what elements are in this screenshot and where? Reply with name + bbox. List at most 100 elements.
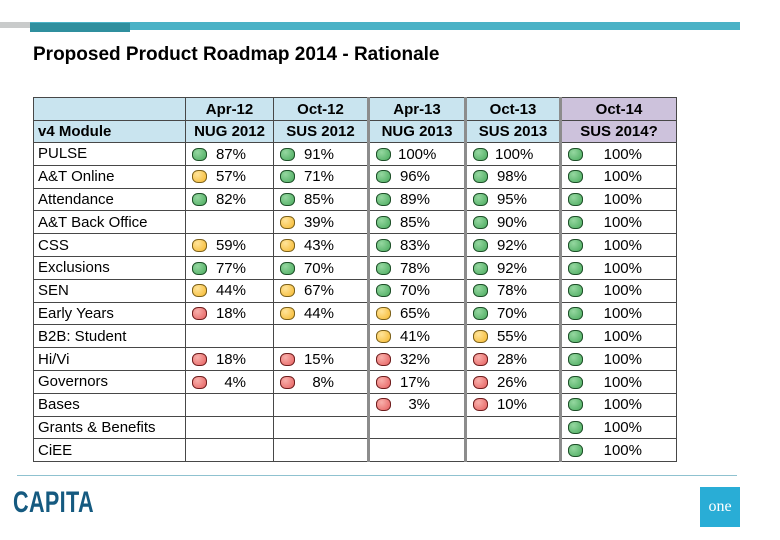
status-cell: 100% <box>559 233 677 257</box>
column-survey-header: SUS 2012 <box>273 120 369 143</box>
status-cell: 100% <box>559 210 677 235</box>
status-light-green-icon <box>568 352 583 366</box>
status-cell: 15% <box>273 347 369 371</box>
table-row: PULSE 87% 91% 100% 100% 100% <box>33 142 677 166</box>
status-light-red-icon <box>192 352 207 366</box>
percent-value: 71% <box>303 168 334 186</box>
status-cell: 70% <box>464 301 561 326</box>
status-cell: 100% <box>559 324 677 349</box>
status-cell: 57% <box>185 164 274 189</box>
status-light-amber-icon <box>376 307 391 321</box>
status-light-green-icon <box>376 147 391 161</box>
percent-value: 43% <box>303 236 334 254</box>
percent-value: 89% <box>399 191 430 209</box>
percent-value: 98% <box>496 168 527 186</box>
status-cell: 26% <box>464 369 561 394</box>
percent-value: 70% <box>303 259 334 277</box>
status-light-green-icon <box>473 170 488 184</box>
percent-value: 100% <box>603 350 642 368</box>
status-light-green-icon <box>568 330 583 344</box>
percent-value: 55% <box>496 328 527 346</box>
table-row: CiEE 100% <box>33 438 677 463</box>
status-cell <box>367 438 466 463</box>
percent-value: 28% <box>496 350 527 368</box>
column-survey-header: SUS 2014? <box>559 120 677 143</box>
status-cell <box>367 415 466 440</box>
one-product-logo: one <box>700 487 740 527</box>
percent-value: 95% <box>496 191 527 209</box>
status-cell: 8% <box>273 369 369 394</box>
status-light-red-icon <box>280 375 295 389</box>
corner-blank-cell <box>33 97 186 121</box>
module-name: Attendance <box>33 187 186 212</box>
percent-value: 92% <box>496 236 527 254</box>
status-light-amber-icon <box>473 330 488 344</box>
table-row: A&T Back Office 39% 85% 90% 100% <box>33 210 677 235</box>
status-cell: 32% <box>367 347 466 371</box>
status-cell: 100% <box>559 187 677 212</box>
percent-value: 96% <box>399 168 430 186</box>
status-light-green-icon <box>568 147 583 161</box>
status-light-red-icon <box>192 307 207 321</box>
table-row: B2B: Student 41% 55% 100% <box>33 324 677 349</box>
status-light-green-icon <box>473 307 488 321</box>
percent-value: 4% <box>224 373 246 391</box>
status-light-green-icon <box>568 307 583 321</box>
percent-value: 92% <box>496 259 527 277</box>
header-period-row: Apr-12 Oct-12 Apr-13 Oct-13 Oct-14 <box>33 97 677 121</box>
percent-value: 100% <box>603 259 642 277</box>
status-cell: 89% <box>367 187 466 212</box>
status-light-green-icon <box>192 193 207 207</box>
status-cell <box>273 392 369 417</box>
percent-value: 10% <box>496 396 527 414</box>
status-cell: 18% <box>185 301 274 326</box>
percent-value: 18% <box>215 305 246 323</box>
capita-logo: CAPITA <box>13 486 94 519</box>
percent-value: 8% <box>312 373 334 391</box>
table-row: Grants & Benefits 100% <box>33 415 677 440</box>
status-light-green-icon <box>568 375 583 389</box>
status-cell: 100% <box>559 278 677 303</box>
module-name: PULSE <box>33 142 186 166</box>
percent-value: 44% <box>303 305 334 323</box>
status-cell: 67% <box>273 278 369 303</box>
table-row: Hi/Vi 18% 15% 32% 28% 100% <box>33 347 677 371</box>
table-row: Early Years 18% 44% 65% 70% 100% <box>33 301 677 326</box>
column-survey-header: NUG 2012 <box>185 120 274 143</box>
status-light-green-icon <box>376 261 391 275</box>
footer-divider-line <box>17 475 737 476</box>
percent-value: 15% <box>303 350 334 368</box>
status-light-green-icon <box>473 147 488 161</box>
percent-value: 44% <box>215 282 246 300</box>
percent-value: 100% <box>603 328 642 346</box>
percent-value: 100% <box>398 145 437 163</box>
status-cell: 44% <box>273 301 369 326</box>
status-cell: 59% <box>185 233 274 257</box>
percent-value: 17% <box>399 373 430 391</box>
table-row: Bases 3% 10% 100% <box>33 392 677 417</box>
roadmap-table: Apr-12 Oct-12 Apr-13 Oct-13 Oct-14 v4 Module N… <box>33 97 677 463</box>
status-cell: 92% <box>464 233 561 257</box>
status-cell <box>464 415 561 440</box>
percent-value: 100% <box>603 419 642 437</box>
column-period-header: Oct-12 <box>273 97 369 121</box>
status-light-green-icon <box>473 238 488 252</box>
status-cell: 77% <box>185 255 274 280</box>
percent-value: 100% <box>603 168 642 186</box>
status-light-amber-icon <box>280 284 295 298</box>
status-light-red-icon <box>376 352 391 366</box>
status-light-red-icon <box>376 375 391 389</box>
status-light-green-icon <box>280 147 295 161</box>
percent-value: 77% <box>215 259 246 277</box>
module-name: SEN <box>33 278 186 303</box>
percent-value: 85% <box>399 214 430 232</box>
module-name: CiEE <box>33 438 186 463</box>
status-cell: 85% <box>273 187 369 212</box>
slide-title: Proposed Product Roadmap 2014 - Rational… <box>33 44 440 65</box>
percent-value: 70% <box>399 282 430 300</box>
status-light-amber-icon <box>376 330 391 344</box>
status-light-red-icon <box>376 398 391 412</box>
status-cell: 90% <box>464 210 561 235</box>
column-period-header: Oct-14 <box>559 97 677 121</box>
percent-value: 100% <box>603 214 642 232</box>
